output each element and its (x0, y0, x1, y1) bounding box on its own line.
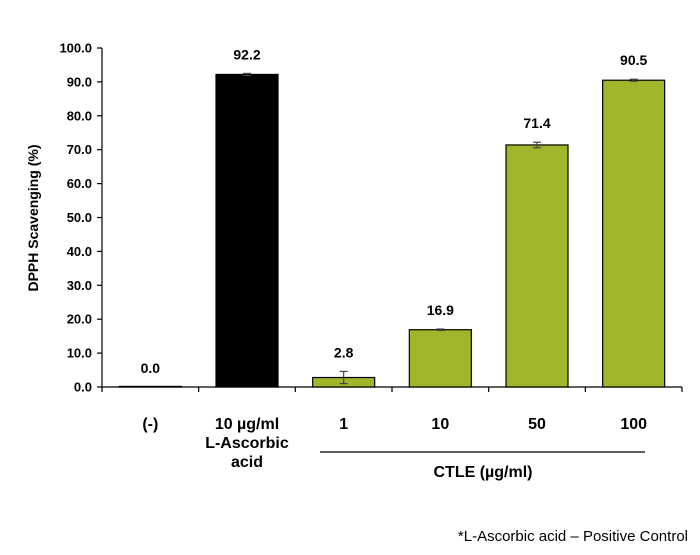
y-tick-label: 30.0 (67, 278, 92, 293)
data-label: 71.4 (523, 115, 550, 131)
x-tick-label: 1 (339, 416, 348, 433)
y-tick-label: 0.0 (74, 380, 92, 395)
data-label: 16.9 (427, 302, 454, 318)
bar (118, 385, 182, 388)
y-tick-label: 10.0 (67, 346, 92, 361)
x-tick-label: 50 (528, 416, 546, 433)
y-axis: 0.0 10.0 20.0 30.0 40.0 50.0 60.0 70.0 80.0 90.0 1… (59, 41, 683, 395)
x-axis-tick-labels: (-) 10 µg/ml L-Ascorbic acid 1 10 50 100 (142, 416, 647, 471)
footnote: *L-Ascorbic acid – Positive Control (457, 528, 688, 545)
data-label: 0.0 (141, 360, 161, 376)
data-label: 90.5 (620, 52, 647, 68)
x-tick-label: 10 (431, 416, 449, 433)
x-tick-label: 100 (620, 416, 647, 433)
ctle-group-label: CTLE (µg/ml) (434, 464, 533, 481)
data-label: 2.8 (334, 344, 354, 360)
y-tick-label: 100.0 (59, 41, 92, 56)
y-tick-label: 20.0 (67, 312, 92, 327)
bars (118, 72, 666, 388)
bar (602, 79, 666, 388)
y-tick-label: 60.0 (67, 176, 92, 191)
data-labels: 0.0 92.2 2.8 16.9 71.4 90.5 (141, 46, 648, 376)
y-axis-label: DPPH Scavenging (%) (25, 144, 41, 291)
data-label: 92.2 (233, 46, 260, 62)
bar (505, 144, 569, 388)
y-tick-label: 90.0 (67, 74, 92, 89)
x-tick-label: 10 µg/ml L-Ascorbic acid (205, 416, 289, 471)
y-tick-label: 70.0 (67, 142, 92, 157)
y-tick-label: 80.0 (67, 108, 92, 123)
bar (408, 329, 472, 388)
x-tick-label: (-) (142, 416, 158, 433)
y-tick-label: 50.0 (67, 210, 92, 225)
bar (215, 73, 279, 388)
y-tick-label: 40.0 (67, 244, 92, 259)
